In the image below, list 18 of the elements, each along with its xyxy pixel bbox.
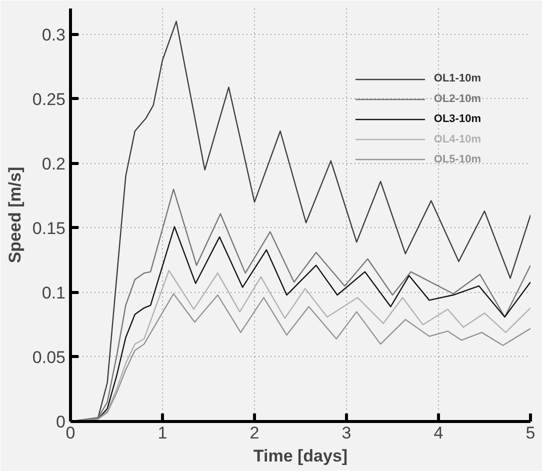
y-tick-label: 0.15	[32, 218, 66, 238]
y-tick-label: 0.25	[32, 90, 66, 109]
x-axis-title: Time [days]	[253, 446, 348, 466]
x-tick-label: 1	[158, 424, 168, 442]
text: OL2-10m	[434, 92, 482, 105]
text: OL5-10m	[434, 154, 482, 166]
text: OL4-10m	[434, 133, 482, 146]
y-tick-label: 0.3	[42, 25, 66, 44]
y-tick-label: 0.1	[42, 283, 66, 302]
x-tick-label: 2	[250, 424, 260, 442]
x-tick-label: 4	[434, 424, 444, 442]
x-tick-label: 5	[526, 424, 536, 442]
y-axis-title: Speed [m/s]	[5, 166, 24, 264]
y-tick-label: 0.2	[42, 154, 66, 174]
text: OL3-10m	[434, 113, 482, 126]
x-tick-label: 3	[342, 424, 352, 442]
text: OL1-10m	[434, 72, 482, 85]
y-tick-label: 0.05	[32, 348, 66, 367]
